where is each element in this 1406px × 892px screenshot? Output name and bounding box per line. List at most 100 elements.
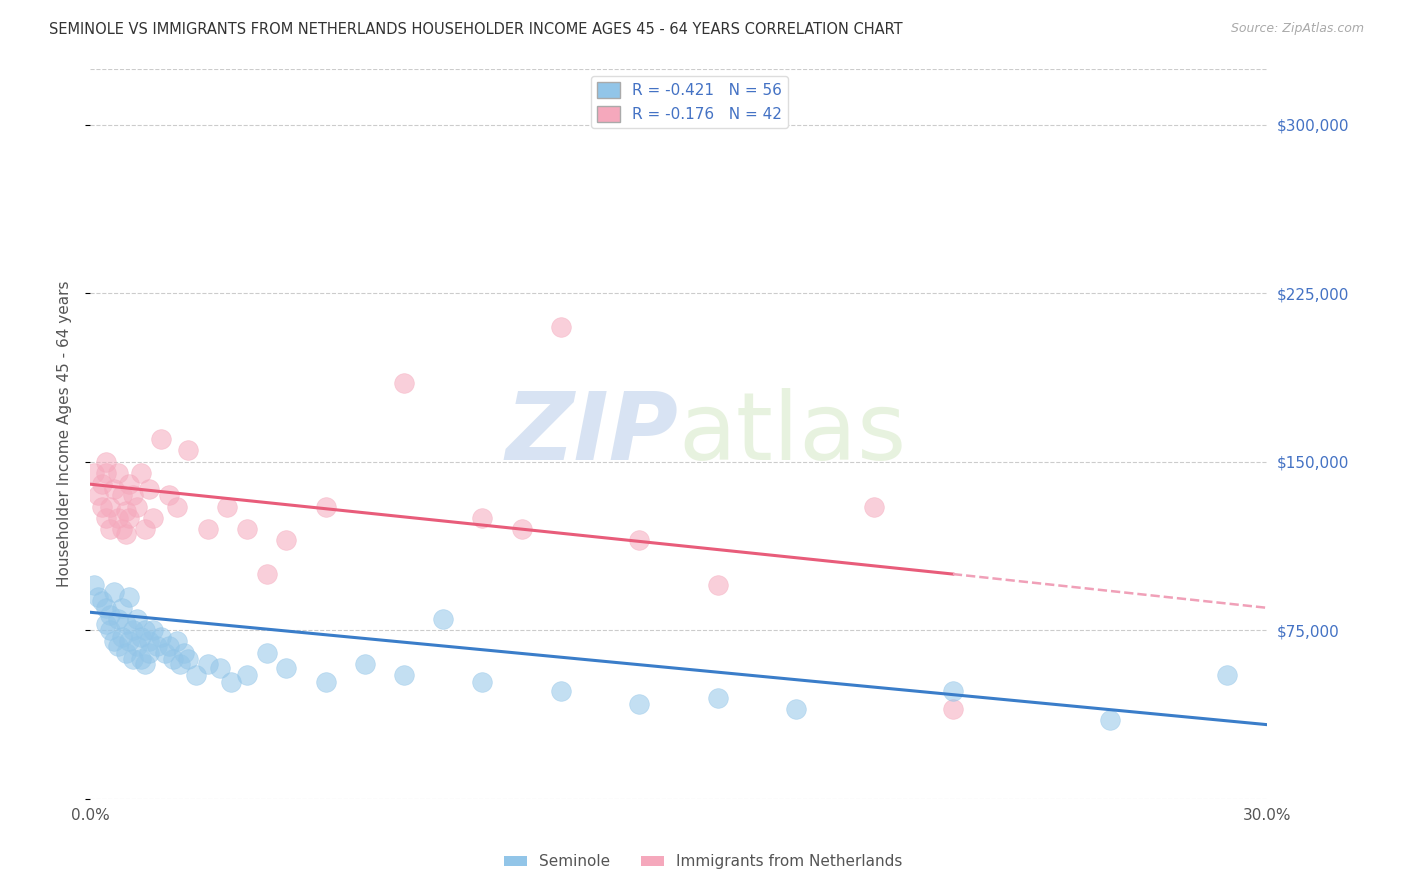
Point bbox=[138, 482, 160, 496]
Point bbox=[236, 668, 259, 682]
Point bbox=[107, 511, 129, 525]
Point bbox=[103, 585, 125, 599]
Point bbox=[471, 511, 494, 525]
Point bbox=[129, 466, 152, 480]
Point bbox=[256, 646, 278, 660]
Point bbox=[146, 639, 169, 653]
Point bbox=[114, 526, 136, 541]
Point bbox=[83, 578, 105, 592]
Point bbox=[118, 477, 141, 491]
Text: SEMINOLE VS IMMIGRANTS FROM NETHERLANDS HOUSEHOLDER INCOME AGES 45 - 64 YEARS CO: SEMINOLE VS IMMIGRANTS FROM NETHERLANDS … bbox=[49, 22, 903, 37]
Point bbox=[122, 624, 145, 638]
Point bbox=[142, 511, 165, 525]
Point bbox=[129, 630, 152, 644]
Point bbox=[134, 657, 156, 671]
Point bbox=[276, 533, 298, 548]
Point bbox=[91, 500, 114, 514]
Point bbox=[221, 674, 243, 689]
Point bbox=[110, 488, 132, 502]
Point bbox=[432, 612, 454, 626]
Point bbox=[471, 674, 494, 689]
Point bbox=[197, 657, 219, 671]
Point bbox=[217, 500, 239, 514]
Point bbox=[149, 432, 172, 446]
Y-axis label: Householder Income Ages 45 - 64 years: Householder Income Ages 45 - 64 years bbox=[58, 280, 72, 587]
Point bbox=[256, 567, 278, 582]
Point bbox=[91, 477, 114, 491]
Point bbox=[107, 466, 129, 480]
Point bbox=[127, 612, 149, 626]
Point bbox=[166, 634, 188, 648]
Point bbox=[706, 578, 728, 592]
Text: atlas: atlas bbox=[679, 388, 907, 480]
Point bbox=[87, 488, 110, 502]
Point bbox=[110, 522, 132, 536]
Point bbox=[1098, 713, 1121, 727]
Point bbox=[510, 522, 533, 536]
Point bbox=[162, 652, 184, 666]
Point bbox=[94, 616, 117, 631]
Point bbox=[94, 466, 117, 480]
Point bbox=[315, 674, 337, 689]
Point bbox=[236, 522, 259, 536]
Point bbox=[98, 624, 121, 638]
Point bbox=[94, 600, 117, 615]
Point bbox=[127, 500, 149, 514]
Point bbox=[118, 634, 141, 648]
Point bbox=[863, 500, 886, 514]
Point bbox=[942, 702, 965, 716]
Point bbox=[118, 511, 141, 525]
Point bbox=[208, 661, 231, 675]
Point bbox=[107, 639, 129, 653]
Point bbox=[94, 455, 117, 469]
Point bbox=[315, 500, 337, 514]
Point bbox=[197, 522, 219, 536]
Point bbox=[1216, 668, 1239, 682]
Point bbox=[114, 616, 136, 631]
Point bbox=[550, 319, 572, 334]
Point bbox=[122, 488, 145, 502]
Point bbox=[138, 646, 160, 660]
Point bbox=[550, 684, 572, 698]
Point bbox=[142, 624, 165, 638]
Point bbox=[114, 646, 136, 660]
Point bbox=[134, 624, 156, 638]
Point bbox=[177, 443, 200, 458]
Point bbox=[785, 702, 807, 716]
Point bbox=[129, 652, 152, 666]
Point bbox=[166, 500, 188, 514]
Point bbox=[173, 646, 195, 660]
Point bbox=[392, 376, 415, 390]
Point bbox=[114, 504, 136, 518]
Legend: R = -0.421   N = 56, R = -0.176   N = 42: R = -0.421 N = 56, R = -0.176 N = 42 bbox=[591, 76, 789, 128]
Point bbox=[110, 630, 132, 644]
Point bbox=[118, 590, 141, 604]
Point bbox=[628, 533, 651, 548]
Point bbox=[353, 657, 375, 671]
Point bbox=[110, 600, 132, 615]
Point bbox=[153, 646, 176, 660]
Point bbox=[392, 668, 415, 682]
Point bbox=[276, 661, 298, 675]
Point bbox=[103, 482, 125, 496]
Point bbox=[98, 500, 121, 514]
Legend: Seminole, Immigrants from Netherlands: Seminole, Immigrants from Netherlands bbox=[498, 848, 908, 875]
Point bbox=[942, 684, 965, 698]
Point bbox=[98, 607, 121, 622]
Point bbox=[127, 639, 149, 653]
Point bbox=[103, 634, 125, 648]
Point bbox=[184, 668, 207, 682]
Point bbox=[628, 698, 651, 712]
Point bbox=[122, 652, 145, 666]
Point bbox=[91, 594, 114, 608]
Point bbox=[138, 634, 160, 648]
Text: ZIP: ZIP bbox=[506, 388, 679, 480]
Point bbox=[157, 639, 180, 653]
Point bbox=[177, 652, 200, 666]
Point bbox=[157, 488, 180, 502]
Point bbox=[149, 630, 172, 644]
Point bbox=[83, 466, 105, 480]
Text: Source: ZipAtlas.com: Source: ZipAtlas.com bbox=[1230, 22, 1364, 36]
Point bbox=[94, 511, 117, 525]
Point bbox=[169, 657, 191, 671]
